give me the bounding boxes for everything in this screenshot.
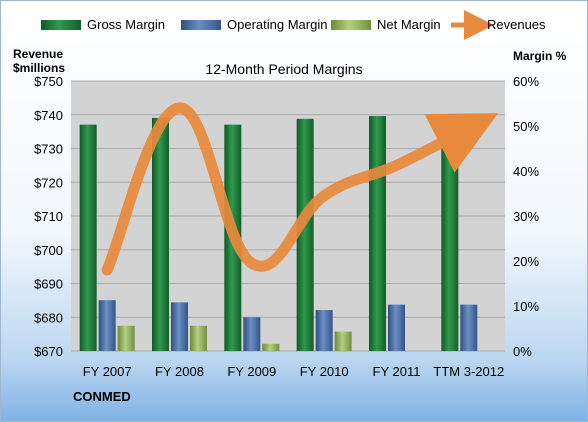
right-tick-label: 10% xyxy=(513,299,539,314)
bar-net-margin xyxy=(262,343,280,351)
left-tick-label: $690 xyxy=(34,277,63,292)
left-tick-label: $750 xyxy=(34,74,63,89)
legend-label-net: Net Margin xyxy=(377,17,441,32)
legend-swatch-net xyxy=(331,20,371,30)
bar-operating-margin xyxy=(315,310,333,351)
right-tick-label: 50% xyxy=(513,119,539,134)
x-tick-label: TTM 3-2012 xyxy=(433,364,504,379)
bar-net-margin xyxy=(117,325,135,351)
x-axis-ticks: FY 2007 FY 2008 FY 2009 FY 2010 FY 2011 TTM 3… xyxy=(83,364,505,379)
legend-label-revenues: Revenues xyxy=(487,17,546,32)
right-tick-label: 60% xyxy=(513,74,539,89)
bar-operating-margin xyxy=(243,317,261,351)
left-tick-label: $680 xyxy=(34,310,63,325)
company-label: CONMED xyxy=(73,389,131,404)
x-tick-label: FY 2011 xyxy=(373,364,421,379)
bar-net-margin xyxy=(334,331,352,351)
left-axis-ticks: $750 $740 $730 $720 $710 $700 $690 $680 $670 xyxy=(34,74,63,359)
bar-gross-margin xyxy=(441,116,459,351)
bar-gross-margin xyxy=(152,117,169,352)
right-tick-label: 30% xyxy=(513,209,539,224)
bar-gross-margin xyxy=(79,124,97,352)
legend-label-gross: Gross Margin xyxy=(87,17,165,32)
bar-gross-margin xyxy=(369,116,386,351)
right-tick-label: 40% xyxy=(513,164,539,179)
bar-operating-margin xyxy=(460,304,478,351)
left-tick-label: $730 xyxy=(34,142,63,157)
legend-label-operating: Operating Margin xyxy=(227,17,327,32)
right-axis-ticks: 60% 50% 40% 30% 20% 10% 0% xyxy=(513,74,539,359)
right-tick-label: 20% xyxy=(513,254,539,269)
chart-title: 12-Month Period Margins xyxy=(205,61,362,77)
bar-operating-margin xyxy=(171,302,188,351)
right-tick-label: 0% xyxy=(513,344,532,359)
left-tick-label: $720 xyxy=(34,175,63,190)
gridlines xyxy=(71,80,505,352)
x-tick-label: FY 2007 xyxy=(83,364,132,379)
left-axis-title-line1: Revenue xyxy=(13,47,63,61)
right-axis-title: Margin % xyxy=(513,49,567,63)
bar-net-margin xyxy=(190,325,207,351)
left-axis-title-line2: $millions xyxy=(13,61,65,75)
x-tick-label: FY 2009 xyxy=(227,364,276,379)
left-tick-label: $710 xyxy=(34,209,63,224)
legend: Gross Margin Operating Margin Net Margin… xyxy=(41,10,546,40)
left-tick-label: $740 xyxy=(34,108,63,123)
left-tick-label: $670 xyxy=(34,344,63,359)
x-tick-label: FY 2008 xyxy=(155,364,204,379)
legend-swatch-gross xyxy=(41,20,81,30)
left-tick-label: $700 xyxy=(34,243,63,258)
legend-swatch-operating xyxy=(181,20,221,30)
bar-operating-margin xyxy=(388,304,405,351)
bar-operating-margin xyxy=(98,300,116,351)
x-tick-label: FY 2010 xyxy=(300,364,349,379)
revenue-line xyxy=(101,102,499,276)
revenue-line-path xyxy=(101,102,499,276)
bar-gross-margin xyxy=(296,118,314,351)
